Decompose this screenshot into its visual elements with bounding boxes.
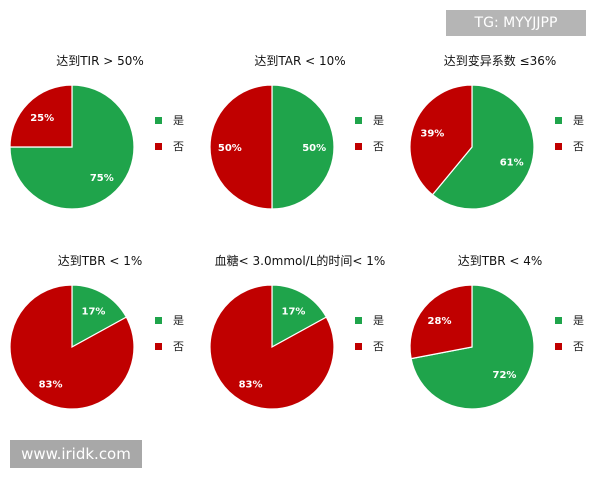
data-label: 39% xyxy=(420,129,444,140)
chart-tbr-1: 达到TBR < 1% 17% 83% 是否 xyxy=(0,252,200,482)
legend-label: 否 xyxy=(373,340,384,353)
legend-swatch xyxy=(355,117,362,124)
legend-label: 否 xyxy=(173,340,184,353)
legend-label: 是 xyxy=(373,114,384,127)
chart-cv: 达到变异系数 ≤36% 61% 39% 是否 xyxy=(400,52,600,282)
legend-swatch xyxy=(555,317,562,324)
chart-title: 达到TIR > 50% xyxy=(56,54,144,68)
legend-swatch xyxy=(155,143,162,150)
chart-tir: 达到TIR > 50% 75% 25% 是否 xyxy=(0,52,200,282)
legend-label: 是 xyxy=(173,314,184,327)
chart-title: 血糖< 3.0mmol/L的时间< 1% xyxy=(214,254,386,268)
pie-chart-tar: 50% 50% 是否 xyxy=(209,84,384,210)
legend-swatch xyxy=(555,143,562,150)
legend-swatch xyxy=(355,143,362,150)
pie-chart-tir: 75% 25% 是否 xyxy=(9,84,184,210)
data-label: 72% xyxy=(493,370,517,381)
legend-swatch xyxy=(355,343,362,350)
chart-glucose-3: 血糖< 3.0mmol/L的时间< 1% 17% 83% 是否 xyxy=(200,252,400,482)
data-label: 83% xyxy=(39,379,63,390)
legend-label: 是 xyxy=(173,114,184,127)
data-label: 25% xyxy=(30,113,54,124)
pie-slice-no xyxy=(209,84,273,210)
pie-slice-no xyxy=(409,84,473,196)
data-label: 50% xyxy=(218,143,242,154)
data-label: 17% xyxy=(81,307,105,318)
pie-slice-no xyxy=(409,284,473,360)
pie-slice-no xyxy=(9,284,135,410)
pie-slice-yes xyxy=(71,284,128,349)
data-label: 17% xyxy=(281,307,305,318)
legend-swatch xyxy=(555,343,562,350)
pie-chart-cv: 61% 39% 是否 xyxy=(409,84,584,210)
watermark-bottom: www.iridk.com xyxy=(10,440,142,468)
legend-swatch xyxy=(155,317,162,324)
data-label: 83% xyxy=(239,379,263,390)
pie-chart-tbr-4: 72% 28% 是否 xyxy=(409,284,584,410)
pie-slice-no xyxy=(209,284,335,410)
data-label: 50% xyxy=(302,143,326,154)
data-label: 75% xyxy=(90,173,114,184)
legend-label: 是 xyxy=(573,314,584,327)
chart-title: 达到TBR < 4% xyxy=(457,254,543,268)
legend-label: 否 xyxy=(373,140,384,153)
legend-label: 是 xyxy=(573,114,584,127)
watermark-top: TG: MYYJJPP xyxy=(446,10,586,36)
chart-title: 达到TBR < 1% xyxy=(57,254,143,268)
chart-title: 达到变异系数 ≤36% xyxy=(443,54,557,68)
legend-label: 否 xyxy=(173,140,184,153)
pie-slice-no xyxy=(9,84,73,148)
pie-chart-tbr-1: 17% 83% 是否 xyxy=(9,284,184,410)
legend-swatch xyxy=(155,343,162,350)
chart-tbr-4: 达到TBR < 4% 72% 28% 是否 xyxy=(400,252,600,482)
pie-slice-yes xyxy=(431,84,535,210)
legend-swatch xyxy=(155,117,162,124)
watermark-faint: 百度 xyxy=(488,416,515,431)
chart-tar: 达到TAR < 10% 50% 50% 是否 xyxy=(200,52,400,282)
legend-swatch xyxy=(355,317,362,324)
legend-label: 否 xyxy=(573,340,584,353)
pie-slice-yes xyxy=(271,284,328,349)
legend-label: 是 xyxy=(373,314,384,327)
chart-title: 达到TAR < 10% xyxy=(254,54,346,68)
legend-swatch xyxy=(555,117,562,124)
data-label: 61% xyxy=(500,157,524,168)
legend-label: 否 xyxy=(573,140,584,153)
data-label: 28% xyxy=(428,316,452,327)
pie-chart-glucose-3: 17% 83% 是否 xyxy=(209,284,384,410)
pie-slice-yes xyxy=(271,84,335,210)
